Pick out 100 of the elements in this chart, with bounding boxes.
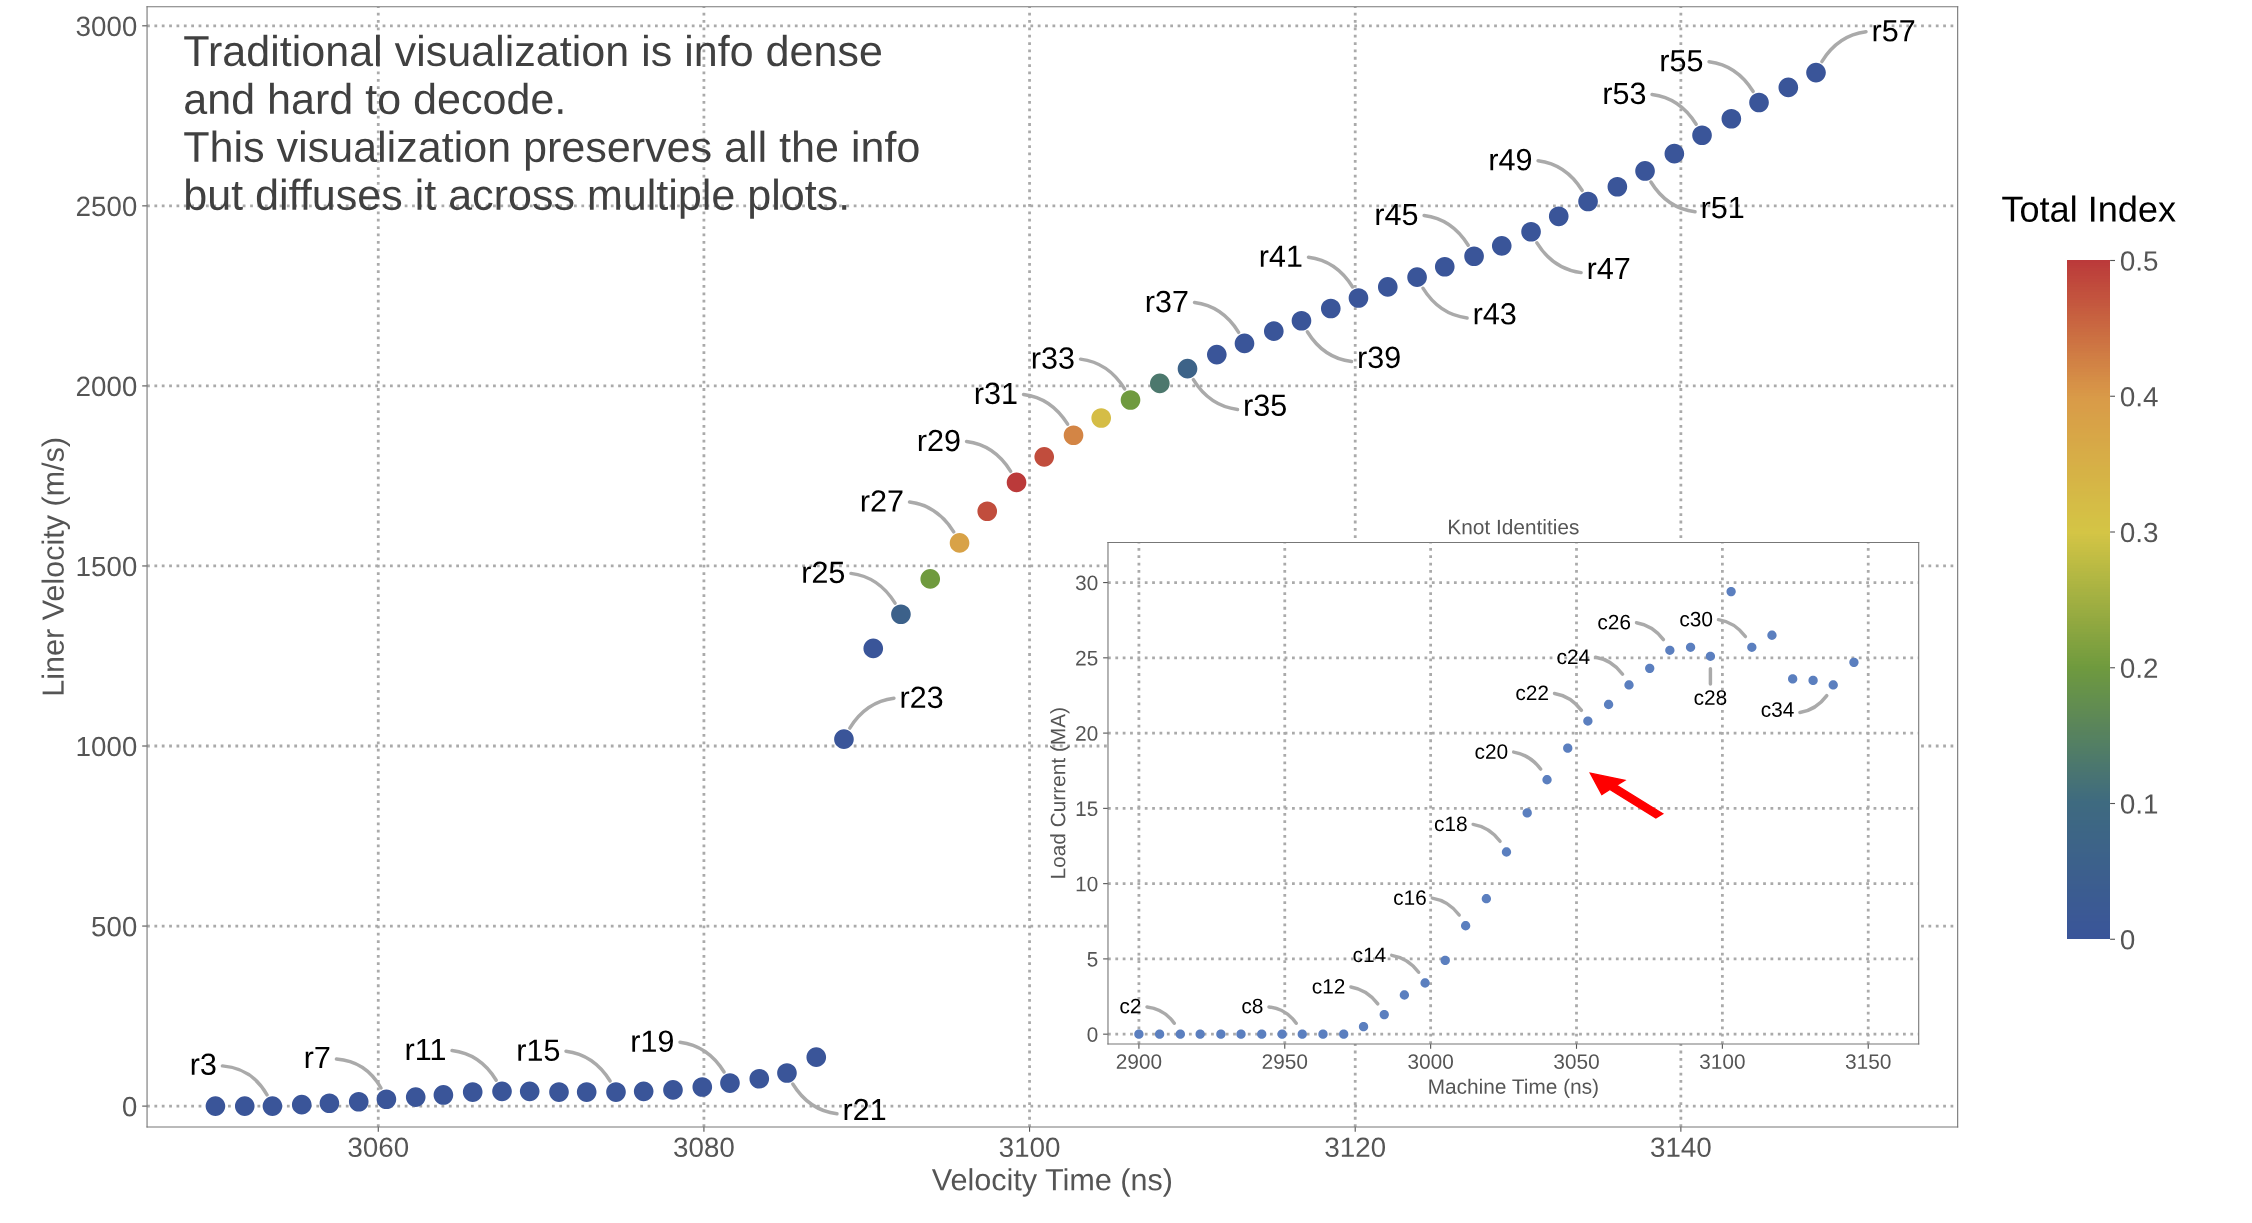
- annotation: r45: [1376, 203, 1418, 226]
- point: [1318, 1029, 1328, 1039]
- annotation: r25: [803, 561, 845, 584]
- point: [462, 1082, 483, 1102]
- point: [1603, 699, 1614, 710]
- annotation: c2: [1120, 998, 1141, 1014]
- chart-title: Knot Identities: [1449, 519, 1579, 535]
- x-axis-title: Velocity Time (ns): [931, 1168, 1172, 1197]
- annotation: r7: [305, 1046, 330, 1068]
- point: [920, 569, 941, 589]
- y-tick-label: 0: [1087, 1027, 1098, 1042]
- point: [1339, 1029, 1349, 1039]
- point: [1501, 847, 1512, 857]
- color-bar-label: 0.4: [2120, 386, 2158, 407]
- point: [1664, 143, 1685, 164]
- point: [1778, 77, 1799, 98]
- point: [1563, 743, 1573, 753]
- point: [492, 1081, 512, 1102]
- point: [977, 501, 998, 522]
- x-tick-label: 3000: [1408, 1054, 1453, 1069]
- point: [749, 1068, 770, 1089]
- point: [1749, 92, 1769, 113]
- point: [1705, 651, 1716, 661]
- point: [1291, 310, 1312, 331]
- point: [1747, 642, 1757, 652]
- point: [1767, 630, 1777, 640]
- point: [205, 1096, 226, 1116]
- point: [234, 1096, 255, 1116]
- y-tick-label: 20: [1076, 726, 1098, 741]
- x-tick-label: 3100: [1699, 1054, 1745, 1069]
- point: [1788, 674, 1798, 684]
- point: [863, 638, 884, 659]
- point: [1692, 125, 1712, 146]
- point: [319, 1093, 340, 1114]
- point: [1234, 333, 1255, 354]
- x-tick-label: 2950: [1262, 1054, 1308, 1069]
- annotation: r47: [1588, 257, 1630, 279]
- point: [806, 1047, 827, 1067]
- y-tick-label: 2000: [76, 376, 137, 397]
- point: [1263, 321, 1284, 341]
- y-tick-label: 0: [122, 1096, 137, 1117]
- annotation: c20: [1475, 744, 1508, 759]
- point: [1420, 978, 1430, 988]
- y-tick-label: 10: [1076, 876, 1098, 892]
- x-tick-label: 3140: [1651, 1137, 1711, 1158]
- point: [1120, 390, 1141, 410]
- point: [1828, 680, 1838, 690]
- annotation: r39: [1359, 346, 1400, 369]
- y-axis-title: Liner Velocity (m/s): [41, 438, 70, 695]
- point: [1464, 246, 1484, 267]
- point: [1277, 1029, 1287, 1039]
- point: [1578, 191, 1598, 212]
- point: [606, 1082, 626, 1102]
- annotation: r11: [406, 1038, 445, 1060]
- x-tick-label: 3050: [1554, 1054, 1599, 1069]
- point: [1726, 586, 1736, 597]
- point: [891, 604, 911, 625]
- y-tick-label: 5: [1087, 952, 1098, 967]
- color-bar-label: 0: [2120, 929, 2135, 950]
- point: [1091, 408, 1112, 428]
- y-axis-title: Load Current (MA): [1050, 708, 1070, 878]
- point: [1808, 675, 1818, 686]
- color-bar-label: 0.2: [2120, 658, 2158, 679]
- point: [1377, 277, 1398, 297]
- point: [720, 1073, 740, 1093]
- point: [1150, 373, 1170, 394]
- point: [1297, 1029, 1307, 1039]
- point: [1034, 447, 1055, 467]
- annotation: r43: [1474, 302, 1516, 325]
- annotation: Traditional visualization is info dense and hard to decode. This visualization preserves all the info but diffuses it across multiple plots.: [184, 34, 919, 219]
- annotation: r15: [518, 1039, 560, 1062]
- point: [1257, 1029, 1267, 1039]
- y-tick-label: 500: [92, 916, 137, 937]
- point: [1522, 808, 1532, 818]
- point: [1206, 344, 1227, 365]
- annotation: r3: [191, 1053, 216, 1076]
- x-tick-label: 3100: [999, 1137, 1060, 1158]
- point: [1195, 1029, 1205, 1039]
- annotation: r29: [918, 429, 960, 452]
- point: [692, 1077, 713, 1097]
- annotation: r49: [1490, 148, 1532, 171]
- annotation: r21: [844, 1098, 886, 1121]
- y-tick-label: 25: [1076, 650, 1098, 666]
- annotation: c22: [1516, 685, 1548, 701]
- color-bar-label: 0.5: [2120, 251, 2158, 271]
- x-axis-title: Machine Time (ns): [1429, 1078, 1598, 1099]
- point: [1460, 921, 1471, 931]
- annotation: r23: [901, 686, 943, 709]
- point: [1491, 236, 1512, 256]
- annotation: c34: [1761, 702, 1794, 717]
- point: [1849, 657, 1859, 668]
- annotation: r33: [1032, 347, 1074, 369]
- point: [1583, 716, 1593, 726]
- point: [777, 1063, 797, 1083]
- point: [1006, 472, 1027, 493]
- point: [1806, 62, 1826, 83]
- point: [1685, 642, 1696, 652]
- point: [1665, 645, 1675, 655]
- annotation: c12: [1312, 979, 1345, 994]
- point: [1548, 206, 1569, 227]
